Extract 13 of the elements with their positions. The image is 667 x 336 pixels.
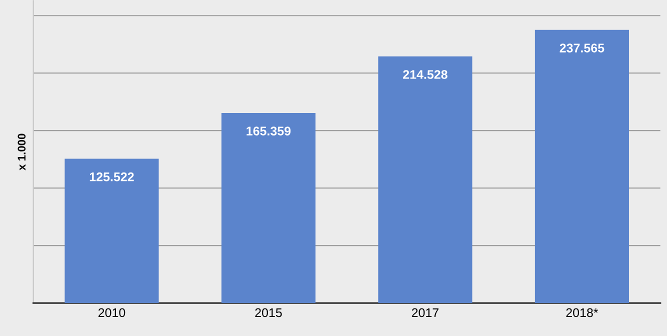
data-label: 214.528 xyxy=(403,70,448,79)
x-tick-label: 2015 xyxy=(255,308,282,318)
bar xyxy=(64,158,159,304)
data-label: 237.565 xyxy=(560,44,604,52)
x-tick-label: 2010 xyxy=(98,308,126,318)
x-tick-label: 2018* xyxy=(566,308,598,318)
bar xyxy=(378,56,472,304)
bar xyxy=(221,112,316,304)
data-label: 165.359 xyxy=(246,126,291,136)
x-tick-label: 2017 xyxy=(412,308,438,318)
data-label: 125.522 xyxy=(90,172,134,182)
bar xyxy=(534,30,629,304)
y-axis-title: x 1.000 xyxy=(18,134,26,170)
